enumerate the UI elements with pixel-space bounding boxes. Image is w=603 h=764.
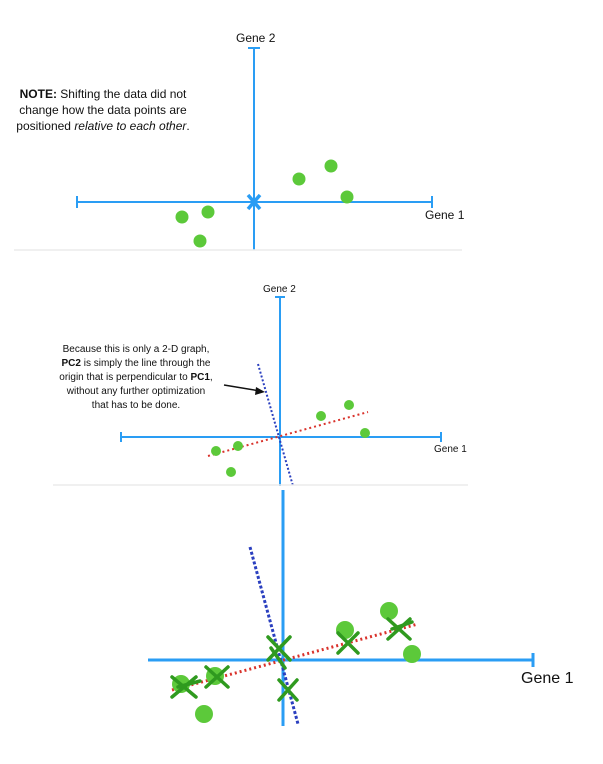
x-mark-icon	[246, 193, 262, 211]
note-emphasis: relative to each other	[74, 119, 187, 133]
panel-2: Gene 2 Gene 1	[53, 284, 468, 487]
data-point	[403, 645, 421, 663]
shift-note: NOTE: Shifting the data did not change h…	[8, 86, 198, 134]
pc2-note-text-b: is simply the line through the origin th…	[59, 358, 211, 383]
projection-x-icon	[170, 617, 414, 702]
data-point	[226, 467, 236, 477]
panel-3: Gene 1	[148, 490, 574, 726]
pc2-note-pc2: PC2	[61, 358, 81, 369]
data-point	[316, 411, 326, 421]
data-point	[360, 428, 370, 438]
data-point	[233, 441, 243, 451]
data-point	[193, 234, 207, 248]
data-point	[336, 621, 354, 639]
data-point	[344, 400, 354, 410]
data-point	[211, 446, 221, 456]
data-point	[380, 602, 398, 620]
data-point	[292, 172, 306, 186]
note-text-a: Shifting the data did not change how the…	[16, 87, 187, 133]
data-point	[340, 190, 354, 204]
panel-1: Gene 2 Gene 1	[14, 31, 465, 251]
panel1-y-axis-label: Gene 2	[236, 31, 276, 45]
data-point	[324, 159, 338, 173]
panel3-x-axis-label: Gene 1	[521, 670, 574, 687]
pc2-note-text-a: Because this is only a 2-D graph,	[62, 344, 210, 355]
arrow-icon	[223, 384, 265, 395]
pc2-note-pc1: PC1	[190, 372, 210, 383]
data-point	[195, 705, 213, 723]
note-text-b: .	[186, 119, 190, 133]
pc2-note-text-c: , without any further optimization that …	[66, 372, 213, 411]
pc1-line	[207, 411, 369, 457]
panel2-x-axis-label: Gene 1	[434, 444, 467, 455]
pc2-note: Because this is only a 2-D graph, PC2 is…	[58, 343, 214, 413]
data-point	[201, 205, 215, 219]
note-prefix: NOTE:	[19, 87, 57, 101]
panel2-y-axis-label: Gene 2	[263, 284, 296, 295]
panel1-x-axis-label: Gene 1	[425, 208, 465, 222]
pc2-line	[257, 363, 294, 487]
data-point	[175, 210, 189, 224]
